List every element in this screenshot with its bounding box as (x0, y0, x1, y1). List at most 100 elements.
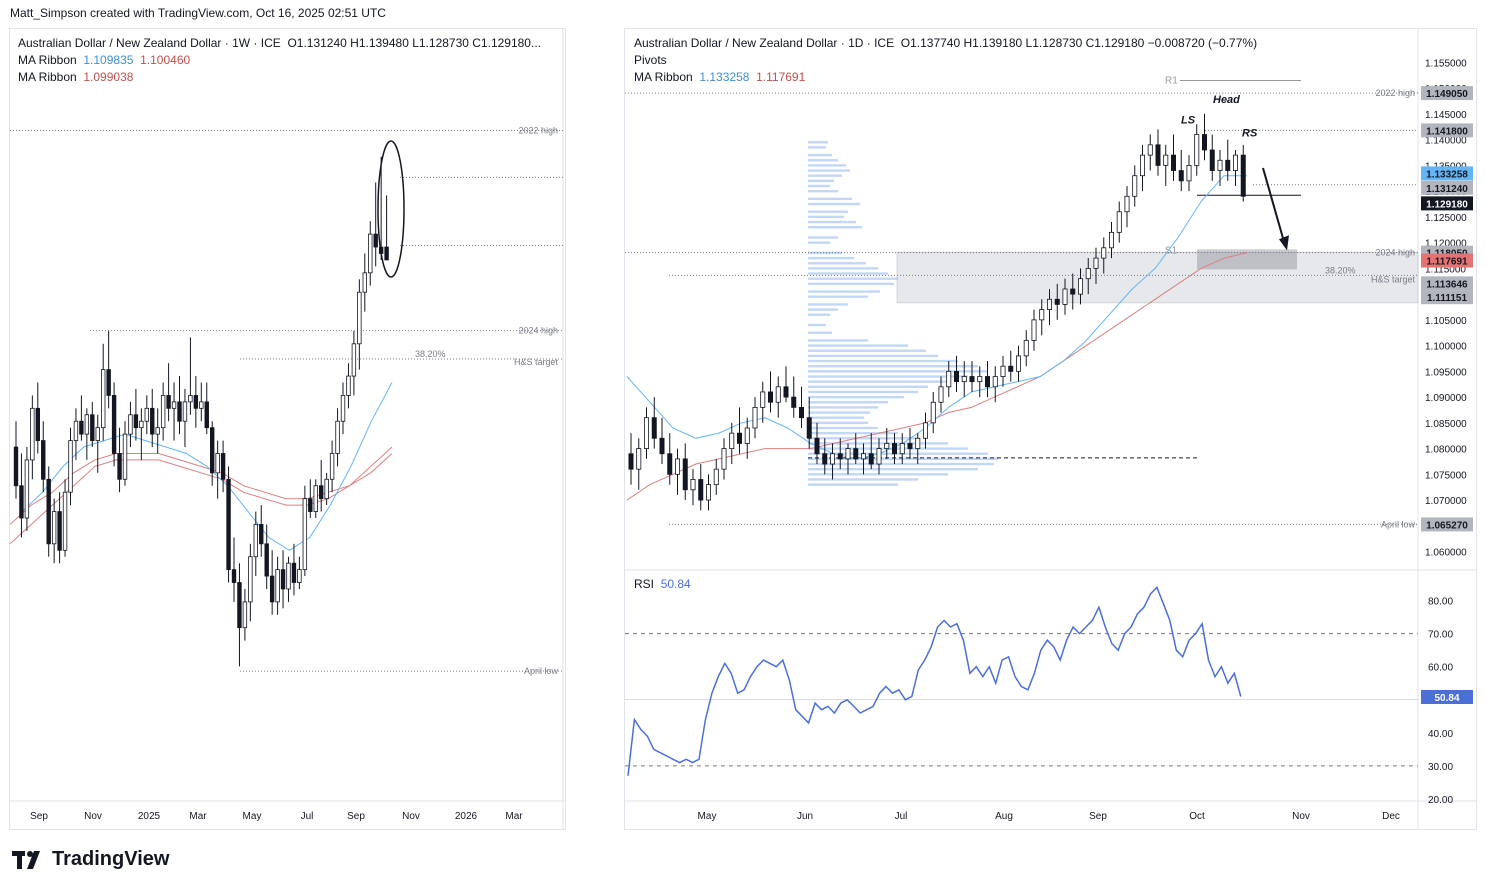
daily-volume-profile-bar (808, 153, 832, 157)
weekly-candle (166, 395, 171, 409)
daily-candle (721, 448, 727, 470)
weekly-candle (101, 369, 106, 429)
daily-candle (1132, 175, 1138, 197)
daily-volume-profile-bar (808, 141, 828, 144)
daily-volume-profile-bar (808, 331, 832, 334)
daily-volume-profile-bar (808, 401, 888, 404)
weekly-x-tick-label: Sep (30, 811, 48, 822)
daily-candle (1023, 340, 1029, 357)
weekly-candle (30, 407, 35, 461)
weekly-candle (215, 453, 220, 474)
weekly-chart-svg[interactable]: 1.1600001.1550001.1500001.1450001.140000… (10, 29, 565, 829)
daily-volume-profile-bar (808, 359, 958, 363)
daily-candle (1015, 355, 1021, 372)
weekly-ma2-a: 1.099038 (83, 70, 134, 84)
daily-volume-profile-bar (808, 169, 850, 172)
daily-target-zone (896, 251, 1419, 304)
weekly-candle (199, 401, 204, 409)
daily-legend: Australian Dollar / New Zealand Dollar ·… (634, 35, 1257, 86)
weekly-ma-slow2-line (10, 453, 393, 545)
weekly-candle (84, 414, 90, 435)
daily-price-tag: 1.129180 (1426, 199, 1468, 210)
weekly-candle (357, 291, 362, 345)
daily-candle (946, 370, 952, 388)
weekly-ma1-b: 1.100460 (140, 53, 191, 67)
daily-volume-profile-bar (808, 210, 848, 213)
daily-chart-panel[interactable]: 1.1550001.1500001.1450001.1400001.135000… (624, 28, 1477, 830)
daily-volume-profile-bar (808, 390, 918, 394)
daily-volume-profile-bar (808, 380, 948, 383)
tradingview-logo-text: TradingView (52, 848, 170, 870)
weekly-candle (346, 375, 351, 396)
daily-volume-profile-bar (808, 375, 968, 378)
weekly-title: Australian Dollar / New Zealand Dollar ·… (18, 36, 281, 50)
weekly-candle (220, 453, 226, 480)
daily-candle (1194, 134, 1200, 166)
rsi-y-tick-label: 80.00 (1428, 597, 1453, 608)
daily-volume-profile-bar (808, 272, 888, 275)
weekly-candle (264, 543, 269, 577)
weekly-candle (68, 440, 73, 493)
weekly-candle (133, 414, 139, 429)
weekly-ma2-label: MA Ribbon (18, 70, 77, 84)
daily-x-tick-label: Aug (995, 811, 1013, 822)
daily-y-tick-label: 1.155000 (1425, 58, 1467, 69)
daily-price-tag: 1.141800 (1426, 126, 1468, 137)
weekly-ohlc: O1.131240 H1.139480 L1.128730 C1.129180.… (287, 36, 541, 50)
daily-arrow-head (1279, 235, 1289, 251)
tradingview-logo[interactable]: TradingView (12, 848, 169, 871)
daily-candle (1155, 144, 1161, 166)
daily-volume-profile-bar (808, 385, 928, 389)
weekly-candle (351, 343, 357, 377)
weekly-chart-panel[interactable]: 1.1600001.1550001.1500001.1450001.140000… (9, 28, 566, 830)
daily-x-tick-label: Dec (1382, 811, 1400, 822)
daily-candle (690, 479, 696, 491)
weekly-candle (144, 407, 149, 422)
weekly-candle (291, 562, 297, 583)
weekly-candle (122, 433, 128, 480)
daily-candle (1054, 298, 1060, 305)
daily-candle (1147, 144, 1153, 156)
daily-price-tag-bg (1421, 253, 1473, 268)
daily-candle (915, 437, 921, 449)
daily-2022-high-label: 2022 high (1375, 88, 1415, 98)
weekly-candle (242, 601, 248, 629)
daily-volume-profile-bar (808, 478, 918, 481)
daily-x-tick-label: Oct (1189, 811, 1205, 822)
daily-candle (1140, 154, 1146, 177)
daily-volume-profile-bar (808, 431, 898, 435)
daily-candle (884, 443, 890, 449)
daily-price-tag: 1.149050 (1426, 89, 1468, 100)
daily-volume-profile-bar (808, 406, 878, 409)
daily-candle (853, 448, 859, 460)
daily-target-box (1197, 249, 1297, 270)
daily-y-tick-label: 1.075000 (1425, 470, 1467, 481)
daily-candle (1124, 195, 1130, 213)
daily-candle (961, 376, 967, 383)
weekly-candle (253, 524, 258, 558)
daily-price-tag-bg (1421, 123, 1473, 138)
daily-x-tick-label: Nov (1292, 811, 1310, 822)
rsi-y-tick-label: 30.00 (1428, 762, 1453, 773)
daily-price-tag-bg (1421, 86, 1473, 101)
weekly-x-tick-label: Nov (402, 811, 420, 822)
daily-volume-profile-bar (808, 473, 948, 476)
weekly-legend: Australian Dollar / New Zealand Dollar ·… (18, 35, 541, 86)
daily-volume-profile-bar (808, 303, 848, 306)
weekly-highlight-ellipse (377, 140, 405, 278)
daily-volume-profile-bar (808, 256, 854, 260)
weekly-candle (340, 395, 346, 422)
weekly-candle (160, 395, 166, 429)
weekly-candle (46, 478, 51, 545)
daily-candle (1163, 154, 1169, 166)
weekly-candle (79, 420, 84, 435)
daily-chart-svg[interactable]: 1.1550001.1500001.1450001.1400001.135000… (625, 29, 1476, 829)
weekly-candle (182, 401, 188, 422)
daily-candle (628, 453, 634, 470)
daily-candle (845, 448, 851, 460)
daily-ls-label: LS (1181, 115, 1196, 127)
daily-x-tick-label: Jun (797, 811, 813, 822)
rsi-y-tick-label: 40.00 (1428, 729, 1453, 740)
rsi-y-tick-label: 60.00 (1428, 663, 1453, 674)
daily-volume-profile-bar (808, 483, 898, 486)
